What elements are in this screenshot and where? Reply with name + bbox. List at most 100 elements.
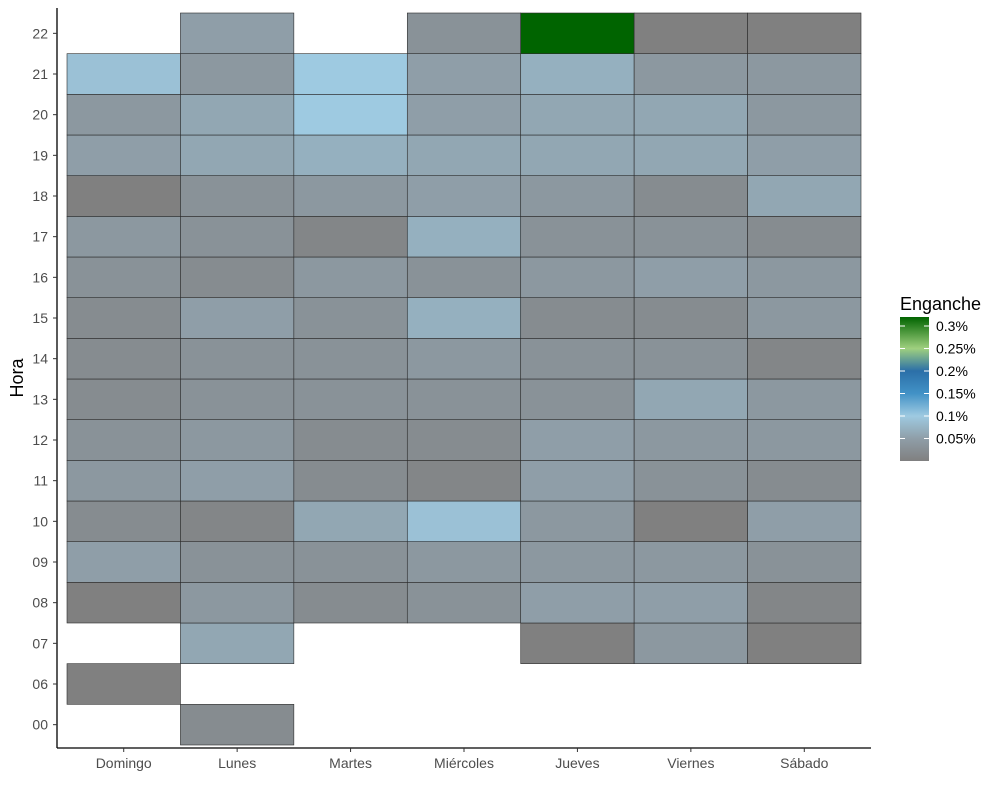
heatmap-cell-martes-16 [293, 256, 408, 298]
y-tick-label: 07 [32, 635, 48, 651]
heatmap-cell-lunes-00 [180, 704, 295, 746]
heatmap-cell-lunes-13 [180, 378, 295, 420]
heatmap-cell-domingo-09 [66, 541, 181, 583]
heatmap-cell-viernes-21 [633, 53, 748, 95]
heatmap-cell-domingo-12 [66, 419, 181, 461]
x-tick-label: Domingo [96, 755, 152, 771]
heatmap-cell-lunes-14 [180, 338, 295, 380]
heatmap-cell-lunes-09 [180, 541, 295, 583]
y-ticks-layer: 00 06 07 08 09 10 11 12 13 14 15 16 17 18 19 20 21 22 [32, 25, 57, 733]
heatmap-cell-miercoles-16 [406, 256, 522, 298]
heatmap-cell-lunes-12 [180, 419, 295, 461]
legend-tick-label: 0.2% [936, 363, 968, 379]
heatmap-cell-jueves-20 [520, 94, 635, 136]
y-tick-label: 06 [32, 676, 48, 692]
heatmap-cell-lunes-07 [180, 622, 295, 664]
heatmap-cell-miercoles-15 [406, 297, 522, 339]
heatmap-cell-lunes-15 [180, 297, 295, 339]
heatmap-cell-lunes-16 [180, 256, 295, 298]
legend-ticks: 0.05% 0.1% 0.15% 0.2% 0.25% 0.3% [900, 318, 976, 447]
heatmap-cell-domingo-17 [66, 216, 181, 258]
heatmap-cell-lunes-08 [180, 582, 295, 624]
y-tick-label: 19 [32, 147, 48, 163]
legend: Enganche 0.05% 0.1% 0.15% 0.2% 0.25% 0.3% [900, 294, 981, 461]
x-tick-label: Sábado [780, 755, 828, 771]
x-tick-label: Viernes [667, 755, 714, 771]
heatmap-cell-jueves-21 [520, 53, 635, 95]
y-tick-label: 13 [32, 391, 48, 407]
heatmap-cell-jueves-16 [520, 256, 635, 298]
heatmap-cell-viernes-19 [633, 134, 748, 176]
heatmap-cell-domingo-14 [66, 338, 181, 380]
y-tick-label: 17 [32, 229, 48, 245]
tiles-layer [66, 12, 862, 746]
heatmap-cell-sabado-10 [747, 500, 862, 542]
heatmap-cell-domingo-15 [66, 297, 181, 339]
heatmap-cell-lunes-10 [180, 500, 295, 542]
heatmap-cell-sabado-22 [747, 12, 862, 54]
heatmap-cell-martes-12 [293, 419, 408, 461]
heatmap-cell-viernes-13 [633, 378, 748, 420]
heatmap-cell-jueves-13 [520, 378, 635, 420]
legend-tick-label: 0.15% [936, 386, 976, 402]
y-tick-label: 22 [32, 25, 48, 41]
y-tick-label: 09 [32, 554, 48, 570]
heatmap-cell-viernes-18 [633, 175, 748, 217]
heatmap-cell-viernes-11 [633, 460, 748, 502]
heatmap-cell-viernes-16 [633, 256, 748, 298]
heatmap-cell-jueves-11 [520, 460, 635, 502]
heatmap-cell-sabado-14 [747, 338, 862, 380]
y-axis-title: Hora [7, 358, 27, 398]
heatmap-cell-jueves-07 [520, 622, 635, 664]
heatmap-cell-martes-15 [293, 297, 408, 339]
heatmap-cell-lunes-20 [180, 94, 295, 136]
y-tick-label: 11 [33, 473, 48, 489]
y-tick-label: 18 [32, 188, 48, 204]
heatmap-cell-miercoles-19 [406, 134, 522, 176]
heatmap-cell-miercoles-12 [406, 419, 522, 461]
heatmap-cell-domingo-18 [66, 175, 181, 217]
heatmap-cell-miercoles-14 [406, 338, 522, 380]
heatmap-cell-jueves-22 [520, 12, 635, 54]
heatmap-cell-viernes-08 [633, 582, 748, 624]
heatmap-cell-jueves-09 [520, 541, 635, 583]
heatmap-cell-lunes-11 [180, 460, 295, 502]
heatmap-cell-domingo-11 [66, 460, 181, 502]
heatmap-cell-viernes-12 [633, 419, 748, 461]
heatmap-cell-sabado-13 [747, 378, 862, 420]
heatmap-cell-domingo-20 [66, 94, 181, 136]
heatmap-cell-sabado-09 [747, 541, 862, 583]
heatmap-cell-miercoles-13 [406, 378, 522, 420]
x-tick-label: Martes [329, 755, 372, 771]
legend-tick-label: 0.3% [936, 318, 968, 334]
y-tick-label: 00 [32, 717, 48, 733]
heatmap-cell-martes-10 [293, 500, 408, 542]
heatmap-cell-viernes-20 [633, 94, 748, 136]
heatmap-cell-martes-11 [293, 460, 408, 502]
heatmap-cell-miercoles-10 [406, 500, 522, 542]
heatmap-cell-martes-18 [293, 175, 408, 217]
y-tick-label: 12 [32, 432, 48, 448]
heatmap-cell-viernes-07 [633, 622, 748, 664]
heatmap-cell-sabado-19 [747, 134, 862, 176]
heatmap-cell-miercoles-20 [406, 94, 522, 136]
heatmap-cell-jueves-10 [520, 500, 635, 542]
heatmap-cell-viernes-22 [633, 12, 748, 54]
heatmap-cell-viernes-15 [633, 297, 748, 339]
heatmap-cell-jueves-15 [520, 297, 635, 339]
heatmap-cell-jueves-14 [520, 338, 635, 380]
y-tick-label: 15 [32, 310, 48, 326]
y-tick-label: 14 [32, 351, 48, 367]
heatmap-cell-domingo-08 [66, 582, 181, 624]
heatmap-cell-martes-14 [293, 338, 408, 380]
y-tick-label: 21 [32, 66, 48, 82]
heatmap-cell-domingo-13 [66, 378, 181, 420]
x-tick-label: Jueves [555, 755, 599, 771]
heatmap-cell-domingo-21 [66, 53, 181, 95]
heatmap-cell-jueves-08 [520, 582, 635, 624]
heatmap-cell-martes-08 [293, 582, 408, 624]
y-tick-label: 16 [32, 269, 48, 285]
x-tick-label: Lunes [218, 755, 256, 771]
heatmap-cell-miercoles-17 [406, 216, 522, 258]
